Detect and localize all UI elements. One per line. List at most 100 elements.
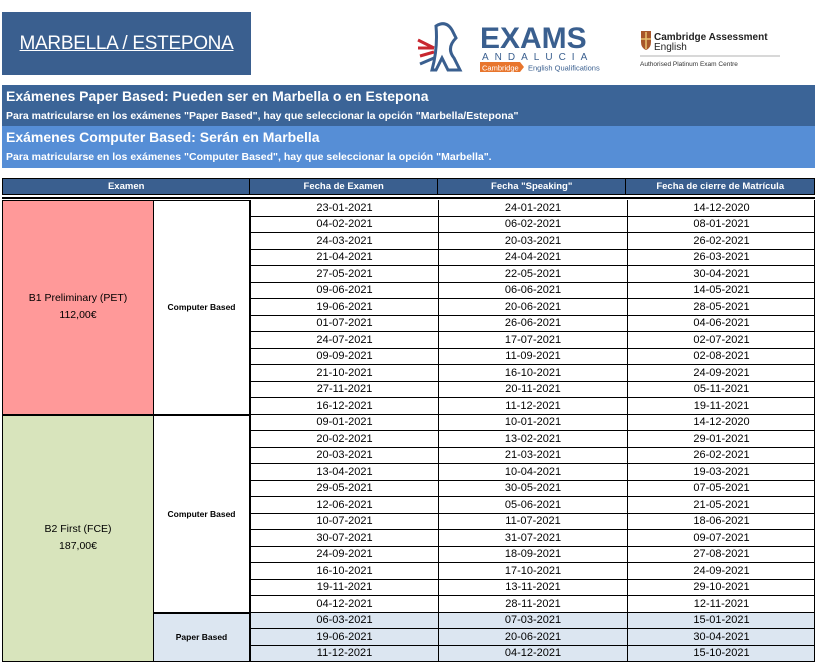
exam-date: 21-04-2021 bbox=[250, 250, 438, 266]
enrollment-deadline: 30-04-2021 bbox=[627, 629, 815, 645]
speaking-date: 13-02-2021 bbox=[438, 431, 627, 447]
page-title: MARBELLA / ESTEPONA bbox=[20, 33, 234, 55]
enrollment-deadline: 30-04-2021 bbox=[627, 266, 815, 282]
exam-date: 19-11-2021 bbox=[250, 580, 438, 596]
exam-date: 16-12-2021 bbox=[250, 398, 438, 414]
speaking-date: 10-01-2021 bbox=[438, 415, 627, 431]
speaking-date: 20-03-2021 bbox=[438, 233, 627, 249]
speaking-date: 18-09-2021 bbox=[438, 547, 627, 563]
exam-format: Computer Based bbox=[154, 415, 250, 613]
computer-based-heading: Exámenes Computer Based: Serán en Marbel… bbox=[6, 129, 320, 145]
speaking-date: 17-07-2021 bbox=[438, 332, 627, 348]
speaking-date: 24-01-2021 bbox=[438, 200, 627, 216]
speaking-date: 11-07-2021 bbox=[438, 514, 627, 530]
header-fecha-examen: Fecha de Examen bbox=[250, 179, 438, 194]
exam-date: 09-01-2021 bbox=[250, 415, 438, 431]
enrollment-deadline: 14-12-2020 bbox=[627, 200, 815, 216]
exam-level: B2 First (FCE)187,00€ bbox=[2, 415, 154, 662]
enrollment-deadline: 19-11-2021 bbox=[627, 398, 815, 414]
exam-price: 187,00€ bbox=[59, 538, 97, 555]
exam-date: 23-01-2021 bbox=[250, 200, 438, 216]
enrollment-deadline: 14-12-2020 bbox=[627, 415, 815, 431]
enrollment-deadline: 18-06-2021 bbox=[627, 514, 815, 530]
exam-date: 24-03-2021 bbox=[250, 233, 438, 249]
svg-text:Cambridge: Cambridge bbox=[482, 64, 519, 73]
enrollment-deadline: 24-09-2021 bbox=[627, 563, 815, 579]
exam-date: 19-06-2021 bbox=[250, 629, 438, 645]
exam-date: 01-07-2021 bbox=[250, 316, 438, 332]
speaking-date: 31-07-2021 bbox=[438, 530, 627, 546]
speaking-date: 13-11-2021 bbox=[438, 580, 627, 596]
enrollment-deadline: 12-11-2021 bbox=[627, 596, 815, 612]
exam-format-label: Computer Based bbox=[167, 302, 235, 312]
enrollment-deadline: 02-08-2021 bbox=[627, 349, 815, 365]
speaking-date: 06-02-2021 bbox=[438, 217, 627, 233]
speaking-date: 06-06-2021 bbox=[438, 283, 627, 299]
exam-date: 09-09-2021 bbox=[250, 349, 438, 365]
speaking-date: 05-06-2021 bbox=[438, 497, 627, 513]
cambridge-shield-icon bbox=[641, 31, 651, 50]
exam-level: B1 Preliminary (PET)112,00€ bbox=[2, 200, 154, 415]
exam-date: 27-11-2021 bbox=[250, 382, 438, 398]
exam-name: B2 First (FCE) bbox=[44, 521, 111, 538]
svg-text:English: English bbox=[654, 42, 687, 53]
speaking-date: 10-04-2021 bbox=[438, 464, 627, 480]
computer-based-text: Para matricularse en los exámenes "Compu… bbox=[6, 151, 492, 163]
enrollment-deadline: 08-01-2021 bbox=[627, 217, 815, 233]
enrollment-deadline: 26-02-2021 bbox=[627, 448, 815, 464]
divider bbox=[2, 197, 815, 199]
exam-format-label: Computer Based bbox=[167, 509, 235, 519]
enrollment-deadline: 02-07-2021 bbox=[627, 332, 815, 348]
enrollment-deadline: 05-11-2021 bbox=[627, 382, 815, 398]
exam-date: 20-02-2021 bbox=[250, 431, 438, 447]
exam-date: 21-10-2021 bbox=[250, 365, 438, 381]
enrollment-deadline: 19-03-2021 bbox=[627, 464, 815, 480]
enrollment-deadline: 27-08-2021 bbox=[627, 547, 815, 563]
exam-date: 16-10-2021 bbox=[250, 563, 438, 579]
exam-date: 24-09-2021 bbox=[250, 547, 438, 563]
speaking-date: 21-03-2021 bbox=[438, 448, 627, 464]
speaking-date: 20-06-2021 bbox=[438, 299, 627, 315]
exam-format-label: Paper Based bbox=[176, 632, 228, 642]
enrollment-deadline: 29-10-2021 bbox=[627, 580, 815, 596]
table-header: Examen Fecha de Examen Fecha "Speaking" … bbox=[2, 178, 815, 195]
exam-date: 13-04-2021 bbox=[250, 464, 438, 480]
header-examen: Examen bbox=[3, 179, 250, 194]
enrollment-deadline: 07-05-2021 bbox=[627, 481, 815, 497]
exam-date: 09-06-2021 bbox=[250, 283, 438, 299]
exam-date: 12-06-2021 bbox=[250, 497, 438, 513]
enrollment-deadline: 14-05-2021 bbox=[627, 283, 815, 299]
speaking-date: 22-05-2021 bbox=[438, 266, 627, 282]
speaking-date: 20-06-2021 bbox=[438, 629, 627, 645]
enrollment-deadline: 26-03-2021 bbox=[627, 250, 815, 266]
speaking-date: 28-11-2021 bbox=[438, 596, 627, 612]
enrollment-deadline: 15-01-2021 bbox=[627, 613, 815, 629]
exam-date: 20-03-2021 bbox=[250, 448, 438, 464]
speaking-date: 30-05-2021 bbox=[438, 481, 627, 497]
svg-text:EXAMS: EXAMS bbox=[480, 22, 587, 55]
enrollment-deadline: 21-05-2021 bbox=[627, 497, 815, 513]
enrollment-deadline: 28-05-2021 bbox=[627, 299, 815, 315]
svg-text:English Qualifications: English Qualifications bbox=[528, 64, 600, 73]
enrollment-deadline: 15-10-2021 bbox=[627, 646, 815, 662]
exam-date: 04-12-2021 bbox=[250, 596, 438, 612]
header-fecha-speaking: Fecha "Speaking" bbox=[438, 179, 627, 194]
